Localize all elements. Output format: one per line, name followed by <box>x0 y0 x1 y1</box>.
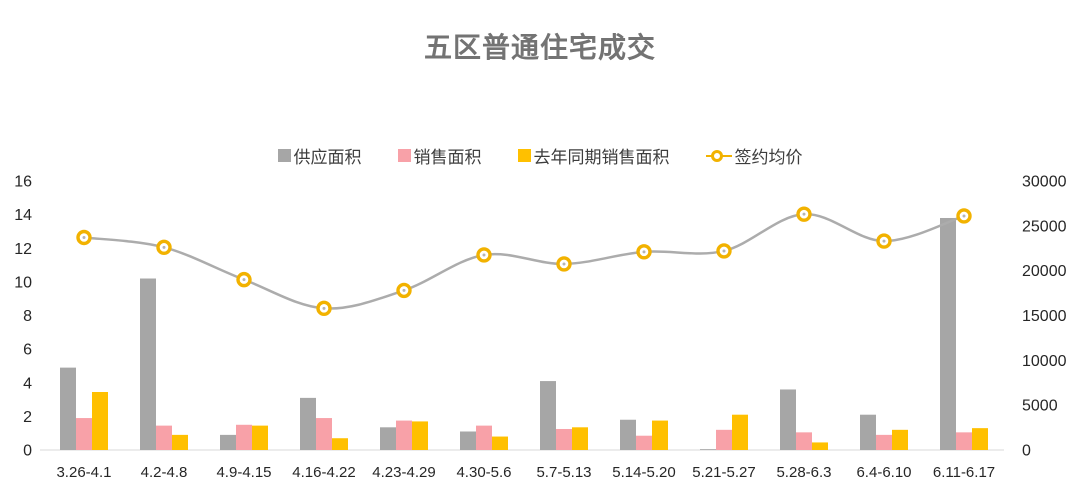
x-axis-category-label: 5.21-5.27 <box>692 464 755 481</box>
lastyear-sales-area-bar <box>892 429 908 450</box>
lastyear-sales-area-bar <box>412 421 428 450</box>
right-axis-tick-label: 10000 <box>1022 353 1067 370</box>
lastyear-sales-area-bar <box>812 442 828 450</box>
lastyear-sales-area-bar <box>172 434 188 450</box>
left-axis-tick-label: 0 <box>23 443 32 460</box>
sales-area-bar <box>236 424 252 450</box>
x-axis-category-label: 3.26-4.1 <box>56 464 111 481</box>
sales-area-bar <box>796 432 812 450</box>
avg-price-line <box>83 212 965 310</box>
x-axis-category-label: 5.14-5.20 <box>612 464 675 481</box>
legend-label-avg-price: 签约均价 <box>734 148 803 167</box>
x-axis-category-label: 5.28-6.3 <box>776 464 831 481</box>
legend-label-sales-area: 销售面积 <box>413 148 482 167</box>
supply-area-bar <box>140 278 156 450</box>
supply-area-bar <box>940 217 956 450</box>
avg-price-marker-dot-icon <box>82 235 86 239</box>
chart-title: 五区普通住宅成交 <box>423 32 656 63</box>
avg-price-marker-dot-icon <box>482 253 486 257</box>
lastyear-sales-area-bar <box>332 438 348 450</box>
avg-price-marker-dot-icon <box>962 214 966 218</box>
legend-item-lastyear-sales-area: 去年同期销售面积 <box>517 143 670 168</box>
supply-area-bar <box>220 434 236 450</box>
supply-area-swatch-icon <box>277 149 291 162</box>
left-axis-tick-label: 16 <box>14 174 32 191</box>
supply-area-bar <box>540 381 556 450</box>
lastyear-sales-area-bar <box>492 436 508 450</box>
left-axis-tick-label: 10 <box>14 274 32 291</box>
x-axis-category-label: 4.30-5.6 <box>456 464 511 481</box>
supply-area-bar <box>700 449 716 450</box>
lastyear-sales-area-bar <box>972 428 988 450</box>
lastyear-sales-area-bar <box>92 391 108 450</box>
avg-price-marker-dot-icon <box>242 278 246 282</box>
right-axis-tick-label: 30000 <box>1022 174 1067 191</box>
x-axis-category-label: 5.7-5.13 <box>536 464 591 481</box>
line-marker-icon <box>705 149 732 162</box>
x-axis-category-label: 4.9-4.15 <box>216 464 271 481</box>
sales-area-bar <box>956 432 972 450</box>
avg-price-marker-dot-icon <box>322 306 326 310</box>
left-axis-tick-label: 14 <box>14 207 32 224</box>
right-axis-tick-label: 0 <box>1022 443 1031 460</box>
legend-label-supply-area: 供应面积 <box>293 148 362 167</box>
supply-area-bar <box>620 419 636 450</box>
legend-label-lastyear-sales-area: 去年同期销售面积 <box>533 148 670 167</box>
sales-area-bar <box>476 425 492 450</box>
sales-area-bar <box>396 420 412 450</box>
supply-area-bar <box>780 389 796 450</box>
legend-item-avg-price: 签约均价 <box>705 143 803 168</box>
x-axis-category-label: 6.11-6.17 <box>933 464 995 481</box>
sales-area-bar <box>76 418 92 450</box>
left-axis-tick-label: 8 <box>23 308 32 325</box>
avg-price-marker-dot-icon <box>642 250 646 254</box>
avg-price-marker-dot-icon <box>402 288 406 292</box>
avg-price-marker-dot-icon <box>802 212 806 216</box>
lastyear-sales-area-bar <box>652 420 668 450</box>
left-axis-tick-label: 6 <box>23 342 32 359</box>
legend: 供应面积 销售面积 去年同期销售面积 签约均价 <box>0 143 1080 168</box>
avg-price-marker-dot-icon <box>882 239 886 243</box>
supply-area-bar <box>60 367 76 450</box>
lastyear-sales-area-bar <box>572 427 588 450</box>
lastyear-sales-area-swatch-icon <box>517 149 531 162</box>
sales-area-bar <box>556 428 572 450</box>
sales-area-bar <box>876 434 892 450</box>
lastyear-sales-area-bar <box>252 425 268 450</box>
x-axis-category-label: 6.4-6.10 <box>856 464 911 481</box>
right-axis-tick-label: 5000 <box>1022 398 1058 415</box>
left-axis-tick-label: 2 <box>23 409 32 426</box>
right-axis-tick-label: 20000 <box>1022 263 1067 280</box>
left-axis-tick-label: 12 <box>14 241 32 258</box>
supply-area-bar <box>860 414 876 450</box>
x-axis-category-label: 4.16-4.22 <box>292 464 355 481</box>
sales-area-swatch-icon <box>397 149 411 162</box>
legend-item-supply-area: 供应面积 <box>277 143 362 168</box>
x-axis-category-label: 4.23-4.29 <box>372 464 435 481</box>
sales-area-bar <box>716 429 732 450</box>
lastyear-sales-area-bar <box>732 414 748 450</box>
avg-price-marker-dot-icon <box>562 262 566 266</box>
supply-area-bar <box>380 427 396 450</box>
left-axis-tick-label: 4 <box>23 375 32 392</box>
sales-area-bar <box>316 418 332 450</box>
supply-area-bar <box>460 431 476 450</box>
right-axis-tick-label: 15000 <box>1022 308 1067 325</box>
sales-area-bar <box>156 425 172 450</box>
supply-area-bar <box>300 397 316 450</box>
legend-item-sales-area: 销售面积 <box>397 143 482 168</box>
x-axis-category-label: 4.2-4.8 <box>141 464 188 481</box>
right-axis-tick-label: 25000 <box>1022 218 1067 235</box>
sales-area-bar <box>636 435 652 450</box>
avg-price-marker-dot-icon <box>162 245 166 249</box>
avg-price-marker-dot-icon <box>722 249 726 253</box>
